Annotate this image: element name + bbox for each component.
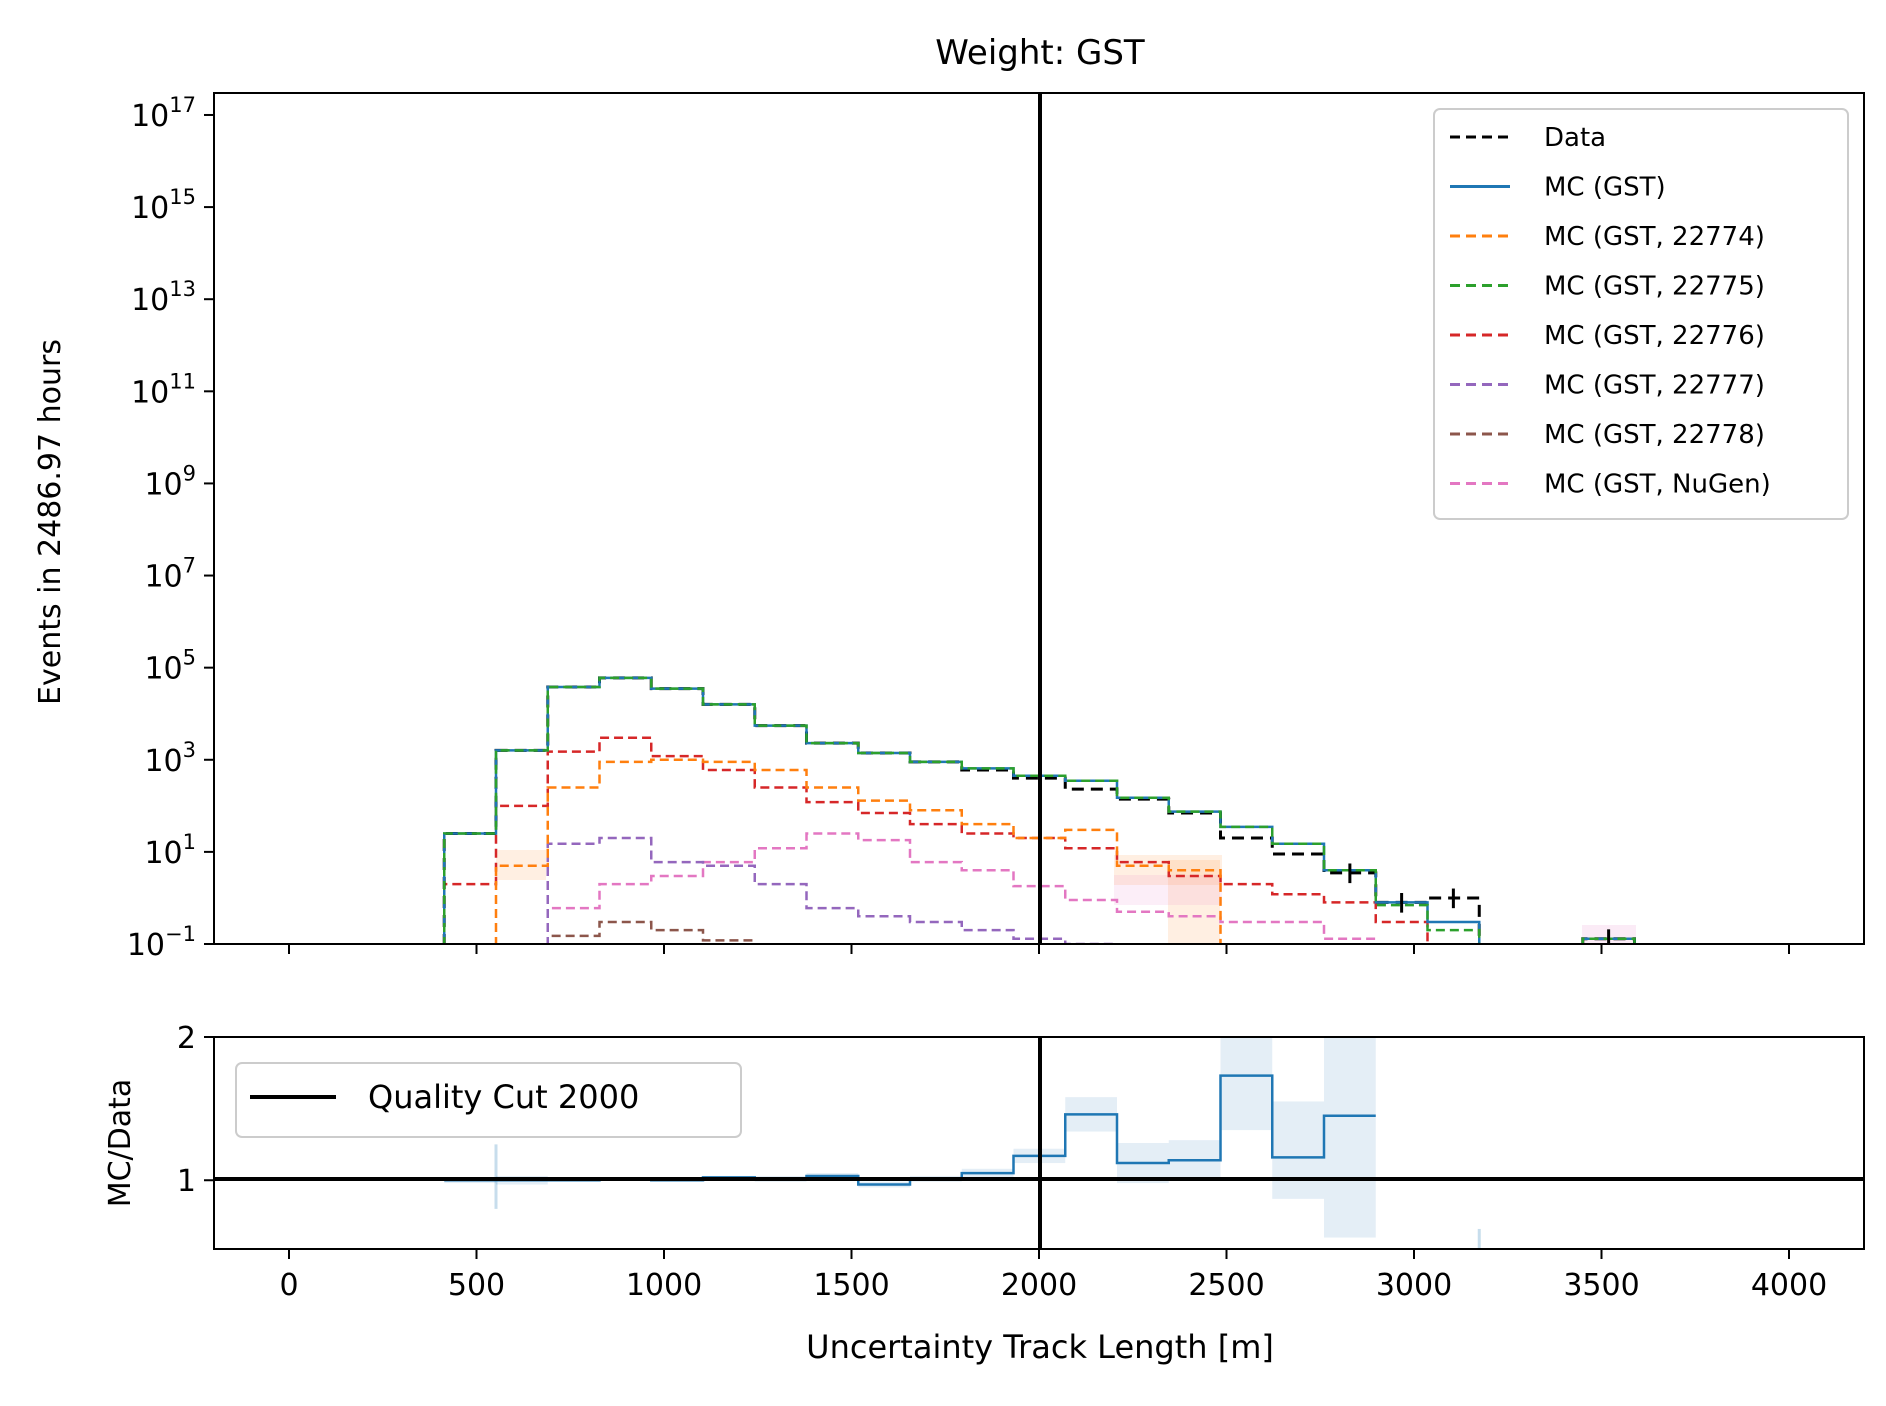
main-y-tick-label-4: 107: [144, 554, 196, 595]
main-y-tick-label-3: 105: [144, 646, 196, 687]
main-y-axis-label: Events in 2486.97 hours: [33, 339, 68, 705]
main-y-tick-label-9: 1017: [131, 93, 196, 134]
ratio-y-tick-label-1: 2: [177, 1021, 196, 1056]
main-y-tick-label-7: 1013: [131, 277, 196, 318]
ratio-band-16: [1272, 1101, 1324, 1199]
x-tick-label-7: 3500: [1563, 1268, 1639, 1303]
series-line-mc-gst-22777: [546, 836, 1119, 944]
legend-label-5: MC (GST, 22777): [1544, 371, 1765, 401]
series-line-mc-gst-22776: [443, 736, 1429, 944]
ratio-y-tick-label-0: 1: [177, 1164, 196, 1199]
x-tick-label-0: 0: [279, 1268, 298, 1303]
series-line-mc-gst-22774: [494, 758, 1222, 944]
main-y-tick-label-5: 109: [144, 461, 196, 502]
main-y-tick-label-0: 10−1: [127, 922, 196, 963]
main-y-tick-label-1: 101: [144, 830, 196, 871]
legend-label-7: MC (GST, NuGen): [1544, 470, 1771, 500]
main-legend-items: Data MC (GST) MC (GST, 22774) MC (GST, 2277…: [1450, 123, 1771, 500]
ratio-legend-label: Quality Cut 2000: [368, 1078, 639, 1116]
x-axis-label: Uncertainty Track Length [m]: [806, 1328, 1274, 1366]
main-y-tick-label-2: 103: [144, 738, 196, 779]
main-y-tick-label-6: 1011: [131, 369, 196, 410]
main-chart-title: Weight: GST: [935, 33, 1145, 73]
x-tick-label-2: 1000: [626, 1268, 702, 1303]
main-x-ticks: [288, 944, 1790, 954]
ratio-x-ticks: 0 500 1000 1500 2000 2500 3000 3500 4000: [279, 1249, 1827, 1303]
legend-label-4: MC (GST, 22776): [1544, 321, 1765, 351]
ratio-band-15: [1220, 1037, 1273, 1131]
legend-label-2: MC (GST, 22774): [1544, 222, 1765, 252]
x-tick-label-8: 4000: [1751, 1268, 1827, 1303]
x-tick-label-1: 500: [448, 1268, 505, 1303]
main-legend-box: [1433, 108, 1849, 520]
x-tick-label-3: 1500: [813, 1268, 889, 1303]
uncertainty-band-pink-1: [1114, 875, 1222, 905]
main-legend: Data MC (GST) MC (GST, 22774) MC (GST, 2277…: [1433, 108, 1849, 520]
x-tick-label-5: 2500: [1188, 1268, 1264, 1303]
main-y-tick-label-8: 1015: [131, 185, 196, 226]
main-y-ticks: 10−1 101 103 105 107 109 1011 1013 1015 1017: [127, 93, 214, 963]
ratio-band-17: [1324, 1037, 1376, 1238]
ratio-legend: Quality Cut 2000: [235, 1062, 742, 1138]
legend-label-0: Data: [1544, 123, 1606, 153]
x-tick-label-4: 2000: [1001, 1268, 1077, 1303]
x-tick-label-6: 3000: [1376, 1268, 1452, 1303]
main-series-group: [442, 676, 1636, 944]
ratio-y-ticks: 12: [177, 1021, 214, 1199]
legend-label-1: MC (GST): [1544, 173, 1666, 203]
uncertainty-band-orange-3: [1168, 860, 1220, 944]
ratio-y-axis-label: MC/Data: [103, 1079, 138, 1208]
series-line-mc-gst-22778: [546, 920, 756, 944]
legend-label-3: MC (GST, 22775): [1544, 272, 1765, 302]
ratio-legend-box: [235, 1062, 742, 1138]
legend-label-6: MC (GST, 22778): [1544, 420, 1765, 450]
